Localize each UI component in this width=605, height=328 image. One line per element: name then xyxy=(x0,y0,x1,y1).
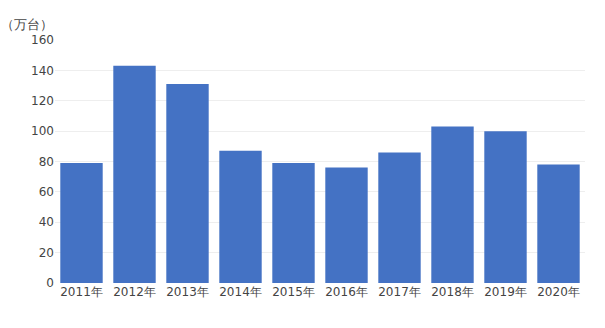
svg-text:160: 160 xyxy=(31,33,54,47)
svg-text:80: 80 xyxy=(39,155,54,169)
svg-text:100: 100 xyxy=(31,124,54,138)
svg-text:2018年: 2018年 xyxy=(431,285,474,299)
svg-text:60: 60 xyxy=(39,185,54,199)
svg-text:2016年: 2016年 xyxy=(325,285,368,299)
svg-text:0: 0 xyxy=(46,276,54,290)
svg-text:20: 20 xyxy=(39,246,54,260)
svg-text:2017年: 2017年 xyxy=(378,285,421,299)
svg-text:2011年: 2011年 xyxy=(60,285,103,299)
svg-text:2019年: 2019年 xyxy=(484,285,527,299)
svg-text:2012年: 2012年 xyxy=(113,285,156,299)
svg-text:40: 40 xyxy=(39,215,54,229)
svg-text:120: 120 xyxy=(31,94,54,108)
svg-text:（万台）: （万台） xyxy=(1,17,53,32)
svg-text:2015年: 2015年 xyxy=(272,285,315,299)
svg-text:2020年: 2020年 xyxy=(537,285,580,299)
svg-text:2014年: 2014年 xyxy=(219,285,262,299)
svg-text:2013年: 2013年 xyxy=(166,285,209,299)
svg-text:140: 140 xyxy=(31,64,54,78)
